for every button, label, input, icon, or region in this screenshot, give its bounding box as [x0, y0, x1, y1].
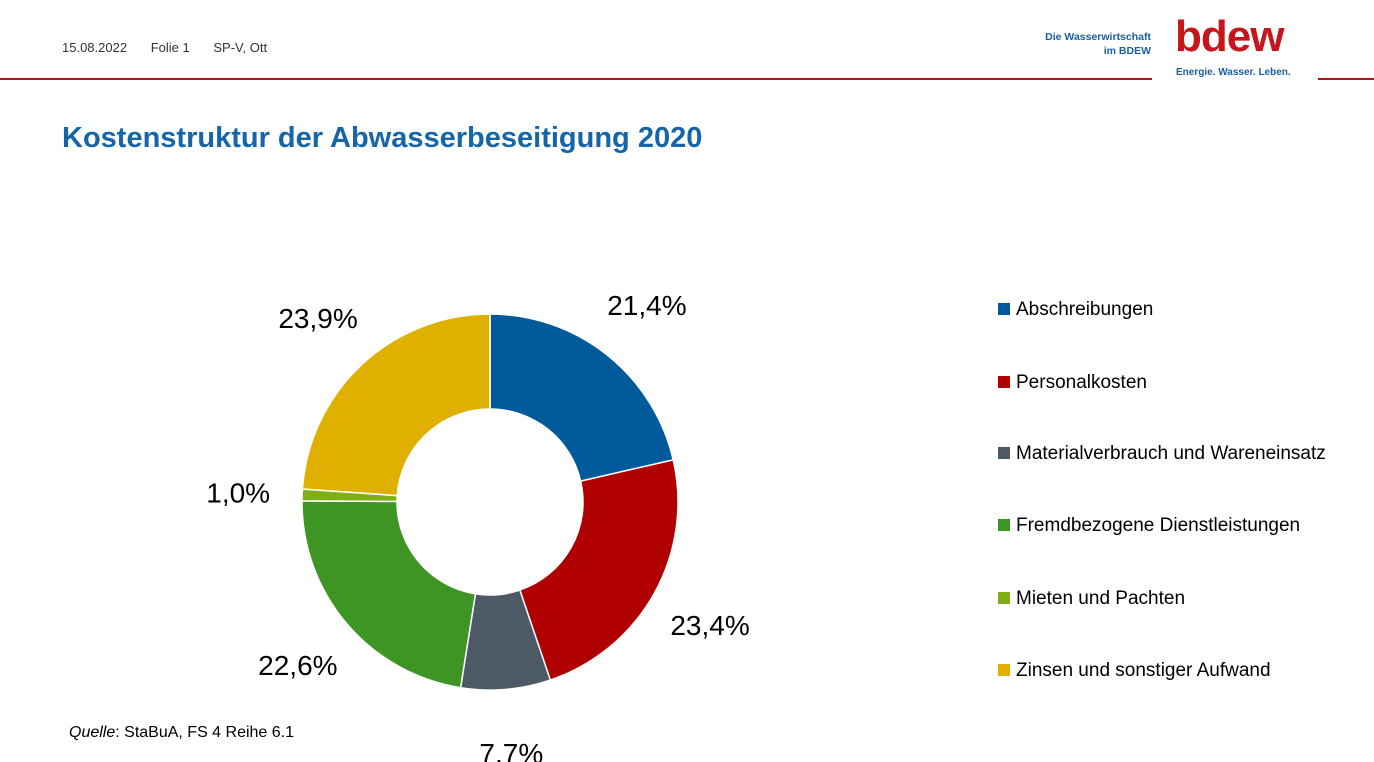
logo-slogan: Energie. Wasser. Leben.: [1176, 67, 1291, 78]
legend-swatch: [998, 376, 1010, 388]
donut-slice-6: [301, 313, 491, 497]
data-label-5: 1,0%: [206, 478, 270, 509]
data-label-2: 23,4%: [670, 610, 749, 641]
legend-swatch: [998, 592, 1010, 604]
data-label-4: 22,6%: [258, 650, 337, 681]
donut-slice-4: [301, 500, 477, 689]
bdew-logo: bdew: [1175, 12, 1284, 61]
slide-meta: 15.08.2022 Folie 1 SP-V, Ott: [62, 40, 287, 55]
legend-label: Materialverbrauch und Wareneinsatz: [1016, 443, 1326, 464]
header-divider-right: [1318, 78, 1374, 80]
tagline: Die Wasserwirtschaft im BDEW: [951, 30, 1151, 58]
legend-label: Mieten und Pachten: [1016, 588, 1186, 609]
chart-title: Kostenstruktur der Abwasserbeseitigung 2…: [62, 122, 703, 154]
slide-number: Folie 1: [150, 40, 190, 55]
data-label-6: 23,9%: [278, 303, 357, 334]
header-divider-left: [0, 78, 1152, 80]
data-label-1: 21,4%: [607, 290, 686, 321]
legend-swatch: [998, 447, 1010, 459]
slide-date: 15.08.2022: [62, 40, 128, 55]
slide-author: SP-V, Ott: [213, 40, 268, 55]
legend-label: Personalkosten: [1016, 372, 1147, 393]
source-note: Quelle: StaBuA, FS 4 Reihe 6.1: [69, 724, 294, 742]
legend-label: Zinsen und sonstiger Aufwand: [1016, 660, 1271, 681]
tagline-line2: im BDEW: [1103, 45, 1151, 57]
legend-label: Fremdbezogene Dienstleistungen: [1016, 515, 1301, 536]
donut-slice-2: [518, 458, 679, 682]
legend-swatch: [998, 664, 1010, 676]
source-label: Quelle: [69, 724, 116, 741]
legend-swatch: [998, 519, 1010, 531]
legend-swatch: [998, 303, 1010, 315]
data-label-3: 7,7%: [479, 738, 543, 762]
source-text: : StaBuA, FS 4 Reihe 6.1: [115, 724, 295, 741]
legend-label: Abschreibungen: [1016, 299, 1154, 320]
tagline-line1: Die Wasserwirtschaft: [1045, 31, 1151, 43]
donut-slice-1: [489, 313, 675, 483]
